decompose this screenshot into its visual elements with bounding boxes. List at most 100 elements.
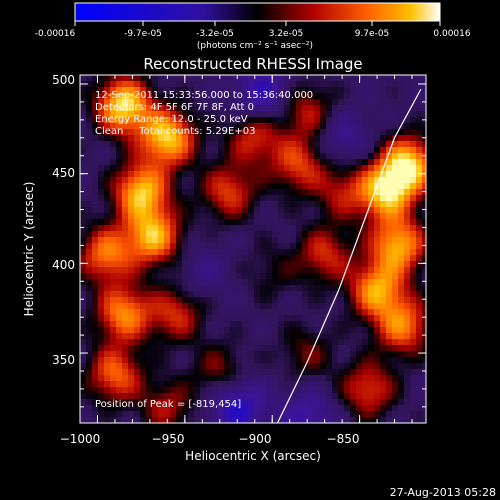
heatmap-cell: [194, 387, 201, 394]
heatmap-cell: [422, 369, 426, 376]
heatmap-cell: [296, 129, 303, 136]
heatmap-cell: [266, 285, 273, 292]
heatmap-cell: [236, 243, 243, 250]
heatmap-cell: [296, 273, 303, 280]
heatmap-cell: [308, 399, 315, 406]
heatmap-cell: [140, 147, 147, 154]
heatmap-cell: [164, 267, 171, 274]
heatmap-cell: [398, 105, 405, 112]
heatmap-cell: [80, 141, 87, 148]
heatmap-cell: [296, 153, 303, 160]
heatmap-cell: [356, 285, 363, 292]
heatmap-cell: [296, 405, 303, 412]
heatmap-cell: [200, 237, 207, 244]
heatmap-cell: [416, 111, 423, 118]
heatmap-cell: [410, 183, 417, 190]
heatmap-cell: [212, 141, 219, 148]
heatmap-cell: [212, 369, 219, 376]
heatmap-cell: [224, 75, 231, 82]
heatmap-cell: [86, 411, 93, 418]
heatmap-cell: [278, 405, 285, 412]
heatmap-cell: [158, 141, 165, 148]
heatmap-cell: [146, 321, 153, 328]
heatmap-cell: [98, 351, 105, 358]
heatmap-cell: [284, 243, 291, 250]
heatmap-cell: [242, 345, 249, 352]
heatmap-cell: [218, 177, 225, 184]
heatmap-cell: [392, 393, 399, 400]
heatmap-cell: [392, 177, 399, 184]
heatmap-cell: [308, 99, 315, 106]
heatmap-cell: [212, 243, 219, 250]
heatmap-cell: [116, 249, 123, 256]
heatmap-cell: [284, 267, 291, 274]
heatmap-cell: [230, 369, 237, 376]
heatmap-cell: [140, 417, 147, 423]
heatmap-cell: [392, 159, 399, 166]
heatmap-cell: [158, 327, 165, 334]
heatmap-cell: [314, 339, 321, 346]
heatmap-cell: [104, 93, 111, 100]
heatmap-cell: [356, 189, 363, 196]
heatmap-cell: [206, 147, 213, 154]
heatmap-cell: [302, 351, 309, 358]
heatmap-cell: [140, 363, 147, 370]
heatmap-cell: [104, 165, 111, 172]
heatmap-cell: [362, 411, 369, 418]
heatmap-cell: [152, 99, 159, 106]
heatmap-cell: [182, 291, 189, 298]
heatmap-cell: [158, 201, 165, 208]
heatmap-cell: [80, 183, 87, 190]
heatmap-cell: [374, 375, 381, 382]
heatmap-cell: [248, 153, 255, 160]
heatmap-cell: [404, 279, 411, 286]
heatmap-cell: [296, 201, 303, 208]
heatmap-cell: [344, 369, 351, 376]
heatmap-cell: [260, 165, 267, 172]
heatmap-cell: [260, 261, 267, 268]
heatmap-cell: [320, 165, 327, 172]
heatmap-cell: [398, 345, 405, 352]
heatmap-cell: [218, 285, 225, 292]
heatmap-cell: [338, 273, 345, 280]
heatmap-cell: [368, 201, 375, 208]
heatmap-cell: [98, 195, 105, 202]
heatmap-cell: [374, 255, 381, 262]
heatmap-cell: [170, 213, 177, 220]
heatmap-cell: [350, 93, 357, 100]
heatmap-cell: [110, 183, 117, 190]
heatmap-cell: [218, 357, 225, 364]
heatmap-cell: [356, 201, 363, 208]
heatmap-cell: [98, 417, 105, 423]
heatmap-cell: [338, 99, 345, 106]
heatmap-cell: [122, 111, 129, 118]
heatmap-cell: [170, 123, 177, 130]
heatmap-cell: [86, 183, 93, 190]
heatmap-cell: [338, 153, 345, 160]
heatmap-cell: [344, 267, 351, 274]
heatmap-cell: [398, 261, 405, 268]
heatmap-cell: [404, 261, 411, 268]
heatmap-cell: [398, 129, 405, 136]
heatmap-cell: [278, 81, 285, 88]
heatmap-cell: [416, 279, 423, 286]
heatmap-cell: [374, 213, 381, 220]
heatmap-cell: [350, 303, 357, 310]
heatmap-cell: [158, 297, 165, 304]
x-tick-label: −850: [327, 432, 360, 446]
heatmap-cell: [368, 243, 375, 250]
heatmap-cell: [344, 75, 351, 82]
heatmap-cell: [410, 255, 417, 262]
heatmap-cell: [350, 153, 357, 160]
heatmap-cell: [230, 183, 237, 190]
heatmap-cell: [134, 297, 141, 304]
heatmap-cell: [92, 249, 99, 256]
heatmap-cell: [92, 153, 99, 160]
heatmap-cell: [278, 123, 285, 130]
heatmap-cell: [230, 81, 237, 88]
heatmap-cell: [236, 93, 243, 100]
heatmap-cell: [98, 141, 105, 148]
heatmap-cell: [200, 93, 207, 100]
heatmap-cell: [104, 261, 111, 268]
heatmap-cell: [368, 291, 375, 298]
